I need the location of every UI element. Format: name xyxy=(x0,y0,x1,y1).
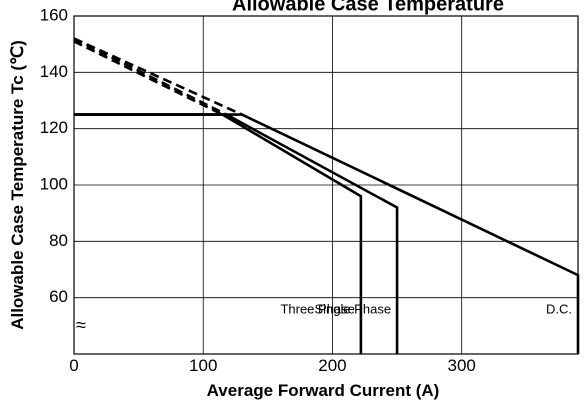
series-label: D.C. xyxy=(546,302,572,317)
series-label: Single Phase xyxy=(314,302,391,317)
axis-break-symbol: ≈ xyxy=(76,315,86,335)
series-label: Three Phase xyxy=(280,302,354,317)
y-tick-label: 100 xyxy=(40,174,68,193)
series-extrapolation-0 xyxy=(73,40,224,116)
grid-lines xyxy=(74,16,578,354)
x-tick-label: 0 xyxy=(69,356,78,375)
y-tick-label: 80 xyxy=(49,231,68,250)
y-tick-label: 140 xyxy=(40,62,68,81)
series-line-single-phase xyxy=(74,113,399,354)
plot-frame xyxy=(73,15,579,355)
y-tick-label: 160 xyxy=(40,5,68,24)
y-tick-label: 120 xyxy=(40,118,68,137)
chart-title: Allowable Case Temperature xyxy=(232,0,504,15)
series-extrapolation-2 xyxy=(73,37,243,116)
x-tick-label: 100 xyxy=(189,356,217,375)
x-tick-label: 200 xyxy=(318,356,346,375)
x-axis-label: Average Forward Current (A) xyxy=(207,381,440,400)
series-layer xyxy=(73,37,580,354)
y-tick-label: 60 xyxy=(49,287,68,306)
x-tick-label: 300 xyxy=(448,356,476,375)
series-line-d-c xyxy=(74,113,580,354)
y-axis-label: Allowable Case Temperature Tc (℃) xyxy=(8,40,27,330)
labels-layer: 160 140 120 100 80 60 0 100 200 300 Three PhaseSin… xyxy=(40,5,572,375)
